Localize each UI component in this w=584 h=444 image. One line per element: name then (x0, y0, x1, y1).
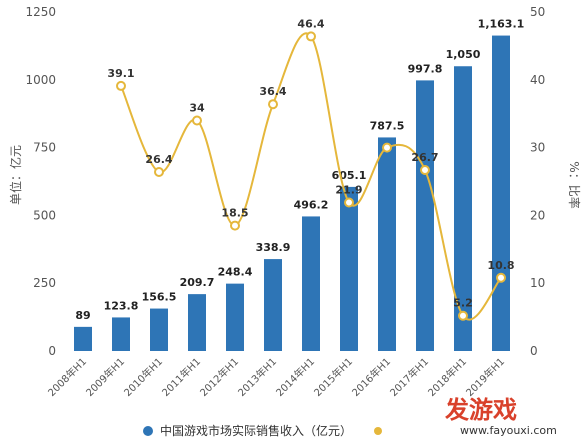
bar (492, 35, 510, 351)
x-tick-label: 2013年H1 (235, 355, 279, 399)
bar-value-label: 605.1 (332, 169, 367, 182)
line-value-label: 36.4 (259, 85, 286, 98)
bar (378, 137, 396, 351)
y-axis-title: 单位：亿元 (8, 145, 23, 205)
line-value-label: 26.7 (411, 151, 438, 164)
watermark: 发游戏 www.fayouxi.com (444, 396, 557, 437)
bar (226, 283, 244, 351)
bar-value-label: 997.8 (408, 62, 443, 75)
bar-value-label: 209.7 (180, 276, 215, 289)
line-value-label: 5.2 (453, 297, 473, 310)
bar-value-label: 248.4 (218, 266, 253, 279)
x-tick-label: 2018年H1 (425, 355, 469, 399)
bar (340, 186, 358, 351)
line-value-label: 21.9 (335, 184, 362, 197)
bar-value-label: 1,050 (446, 48, 481, 61)
bar-value-label: 156.5 (142, 291, 177, 304)
line-point (458, 310, 468, 321)
line-point (154, 167, 164, 178)
x-tick-label: 2009年H1 (83, 355, 127, 399)
bar (188, 294, 206, 351)
x-tick-label: 2008年H1 (45, 355, 89, 399)
y2-tick-label: 20 (530, 208, 545, 222)
y2-axis-title: %：比率 (567, 161, 582, 208)
legend: 中国游戏市场实际销售收入（亿元） (143, 423, 382, 438)
y-tick-label: 1250 (25, 5, 56, 19)
bar (112, 317, 130, 351)
line-value-label: 46.4 (297, 17, 324, 30)
line-point (420, 164, 430, 175)
bar (454, 66, 472, 352)
bar-value-label: 496.2 (294, 198, 329, 211)
line-point (496, 272, 506, 283)
bar-value-label: 338.9 (256, 241, 291, 254)
y-tick-label: 750 (33, 141, 56, 155)
x-tick-label: 2017年H1 (387, 355, 431, 399)
x-tick-label: 2019年H1 (463, 355, 507, 399)
bar (264, 259, 282, 351)
bar-value-label: 123.8 (104, 299, 139, 312)
line-point (268, 99, 278, 110)
line-point (230, 220, 240, 231)
x-tick-label: 2011年H1 (159, 355, 203, 399)
line-point (306, 31, 316, 42)
legend-bar-marker (143, 426, 153, 436)
line-value-label: 39.1 (107, 67, 134, 80)
right-y-axis-ticks: 0 10 20 30 40 50 (530, 5, 545, 358)
x-tick-label: 2016年H1 (349, 355, 393, 399)
y-tick-label: 500 (33, 208, 56, 222)
line-point (382, 142, 392, 153)
bar-value-label: 1,163.1 (478, 18, 525, 31)
bar-series (74, 35, 510, 352)
bar (416, 80, 434, 351)
line-value-label: 10.8 (487, 259, 514, 272)
y-tick-label: 1000 (25, 73, 56, 87)
y2-tick-label: 0 (530, 344, 538, 358)
line-value-label: 34 (189, 101, 205, 114)
x-tick-label: 2010年H1 (121, 355, 165, 399)
bar-value-label: 787.5 (370, 119, 405, 132)
y-tick-label: 0 (48, 344, 56, 358)
line-value-labels: 39.1 26.4 34 18.5 36.4 46.4 21.9 26.7 5.2 10.8 (107, 17, 514, 309)
left-y-axis-ticks: 0 250 500 750 1000 1250 (25, 5, 56, 358)
x-tick-label: 2014年H1 (273, 355, 317, 399)
bar (74, 326, 92, 351)
line-point (116, 80, 126, 91)
line-point (344, 197, 354, 208)
bar (302, 216, 320, 351)
line-series (116, 31, 506, 321)
bar (150, 308, 168, 351)
watermark-logo: 发游戏 (444, 396, 517, 424)
x-tick-label: 2012年H1 (197, 355, 241, 399)
y2-tick-label: 50 (530, 5, 545, 19)
line-value-label: 26.4 (145, 153, 172, 166)
y2-tick-label: 10 (530, 276, 545, 290)
y2-tick-label: 30 (530, 141, 545, 155)
legend-line-marker (374, 427, 382, 435)
x-tick-label: 2015年H1 (311, 355, 355, 399)
bar-value-label: 89 (75, 309, 90, 322)
y-tick-label: 250 (33, 276, 56, 290)
x-axis-ticks: 2008年H12009年H12010年H12011年H12012年H12013年… (45, 355, 507, 399)
legend-bar-label: 中国游戏市场实际销售收入（亿元） (160, 423, 352, 438)
y2-tick-label: 40 (530, 73, 545, 87)
line-value-label: 18.5 (221, 207, 248, 220)
line-point (192, 115, 202, 126)
watermark-url: www.fayouxi.com (460, 424, 557, 437)
